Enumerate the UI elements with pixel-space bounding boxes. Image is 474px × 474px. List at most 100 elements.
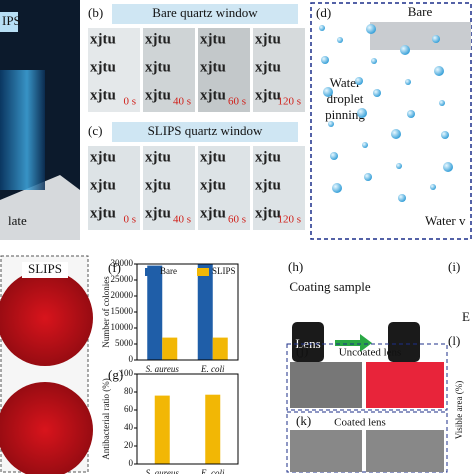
label: E [462, 309, 470, 324]
photo-text: xjtu [90, 177, 116, 193]
panel-frame [310, 2, 472, 240]
panel-letter: (k) [296, 413, 311, 428]
bar [147, 265, 163, 360]
beaker [0, 70, 45, 190]
photo-text: xjtu [200, 177, 226, 193]
panel-letter: (d) [316, 5, 331, 20]
y-tick-label: 20 [124, 440, 134, 450]
annotation: pinning [325, 107, 365, 122]
panel-jk: (j) Uncoated lens (k) Coated lens (l) Vi… [286, 333, 464, 473]
arrow [335, 334, 372, 352]
photo-text: xjtu [145, 59, 171, 75]
photo-text: xjtu [200, 87, 226, 103]
y-axis-label: Antibacterial ratio (%) [101, 378, 111, 459]
panel-letter: (j) [296, 343, 308, 358]
droplet [330, 152, 338, 160]
x-tick-label: E. coli [200, 364, 225, 374]
photo-text: xjtu [200, 205, 226, 221]
bar [154, 395, 170, 464]
photo-text: xjtu [200, 59, 226, 75]
photo-text: xjtu [255, 205, 281, 221]
droplet [407, 110, 415, 118]
photo [290, 430, 362, 472]
droplet [405, 79, 411, 85]
time-label: 40 s [173, 214, 191, 226]
title-box [22, 262, 68, 278]
time-label: 40 s [173, 96, 191, 108]
photo [143, 146, 195, 230]
panel-h: (h) Coating sample Lens (i) E [288, 259, 470, 362]
photo-text: xjtu [90, 87, 116, 103]
panel-title: Coated lens [334, 417, 386, 429]
y-tick-label: 60 [124, 404, 134, 414]
panel-b: (b) Bare quartz window [88, 4, 298, 24]
photo-text: xjtu [145, 149, 171, 165]
photo [88, 28, 140, 112]
photo [143, 28, 195, 112]
label: IPS [2, 13, 21, 28]
time-label: 120 s [277, 214, 301, 226]
panel-letter: (l) [448, 333, 460, 348]
y-tick-label: 25000 [111, 274, 134, 284]
photo-text: xjtu [145, 87, 171, 103]
droplet [391, 129, 401, 139]
time-label: 0 s [123, 214, 136, 226]
label: Lens [295, 336, 320, 351]
petri-dish [0, 382, 93, 474]
photo-text: xjtu [255, 87, 281, 103]
photo-text: xjtu [200, 149, 226, 165]
lens [292, 322, 324, 362]
title-box [112, 122, 298, 142]
panel-title: SLIPS [28, 261, 62, 276]
photo-text: xjtu [90, 31, 116, 47]
photo [253, 146, 305, 230]
photo-text: xjtu [255, 149, 281, 165]
panel-d: (d) Bare Water droplet pinning Water v [310, 2, 472, 240]
y-tick-label: 30000 [111, 258, 134, 268]
panel-title: Bare [408, 4, 433, 19]
photo [290, 362, 362, 408]
bar [197, 264, 213, 360]
axis-label: Visible area (%) [454, 381, 464, 439]
bar [205, 394, 221, 464]
photo [366, 362, 444, 408]
panel-title: SLIPS quartz window [148, 123, 263, 138]
time-label: 60 s [228, 214, 246, 226]
photo-text: xjtu [90, 59, 116, 75]
x-tick-label: S. aureus [146, 468, 180, 474]
panel-letter: (h) [288, 259, 303, 274]
panel-letter: (i) [448, 259, 460, 274]
droplet [432, 35, 440, 43]
photo [88, 146, 140, 230]
panel-title: Coating sample [289, 279, 370, 294]
annotation: Water [330, 75, 361, 90]
plot-frame [136, 263, 239, 361]
photo-text: xjtu [145, 205, 171, 221]
droplet [439, 100, 445, 106]
y-tick-label: 80 [124, 386, 134, 396]
droplet [357, 108, 367, 118]
legend-label: SLIPS [212, 266, 236, 276]
panel-letter: (g) [108, 367, 123, 382]
droplet [400, 45, 410, 55]
panel-title: Bare quartz window [152, 5, 258, 20]
droplet [396, 163, 402, 169]
y-axis-label: Number of colonies [101, 276, 111, 348]
x-tick-label: S. aureus [146, 364, 180, 374]
droplet [366, 24, 376, 34]
droplet [355, 77, 363, 85]
droplet [362, 142, 368, 148]
photo-text: xjtu [255, 177, 281, 193]
panel-letter: (f) [108, 260, 121, 275]
panel-c: (c) SLIPS quartz window [88, 122, 298, 142]
panel-title: Uncoated lens [339, 347, 402, 359]
time-label: 60 s [228, 96, 246, 108]
panel-frame [286, 411, 448, 473]
label: Water v [425, 213, 466, 228]
droplet [328, 121, 334, 127]
panel-e: SLIPS [0, 255, 93, 474]
plate [0, 175, 80, 240]
panel-letter: (b) [88, 5, 103, 20]
y-tick-label: 0 [129, 458, 134, 468]
photo [198, 146, 250, 230]
